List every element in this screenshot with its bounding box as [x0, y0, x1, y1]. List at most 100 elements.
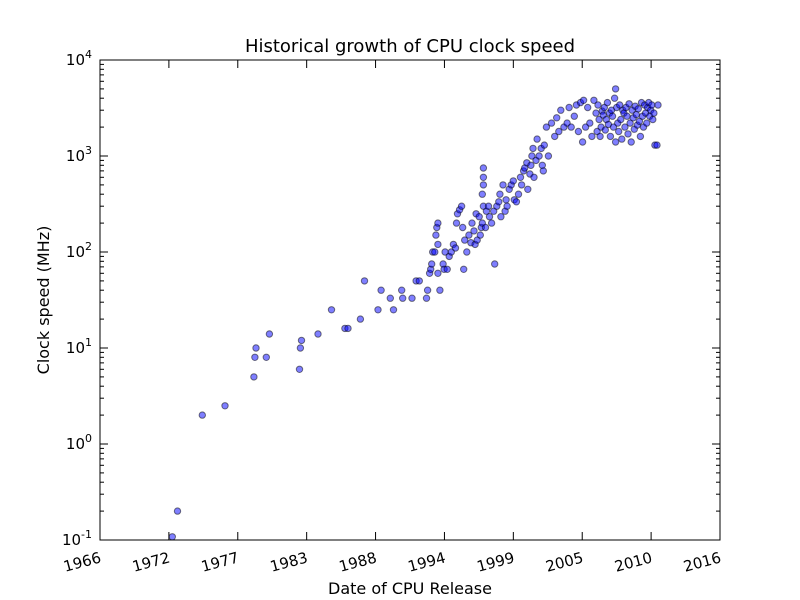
- data-point: [618, 135, 626, 143]
- data-point: [535, 152, 543, 160]
- data-point: [570, 112, 578, 120]
- data-point: [475, 213, 483, 221]
- data-point: [529, 144, 537, 153]
- x-axis-label: Date of CPU Release: [328, 579, 492, 598]
- y-tick-base: 10: [66, 435, 85, 453]
- data-point: [499, 181, 507, 189]
- data-point: [479, 181, 488, 189]
- data-point: [565, 103, 573, 112]
- data-point: [408, 294, 416, 302]
- data-point: [497, 213, 505, 221]
- data-point: [603, 98, 612, 107]
- data-point: [484, 202, 493, 210]
- data-point: [542, 123, 551, 131]
- data-point: [649, 115, 657, 124]
- data-point: [415, 277, 423, 285]
- data-point: [252, 344, 260, 352]
- data-point: [636, 132, 645, 141]
- data-point: [626, 119, 634, 127]
- y-tick-exponent: 0: [85, 432, 92, 445]
- data-point: [617, 115, 625, 124]
- data-point: [327, 306, 336, 314]
- data-point: [360, 277, 369, 285]
- data-point: [517, 181, 526, 189]
- data-point: [377, 286, 385, 294]
- data-point: [428, 260, 436, 268]
- data-point: [567, 123, 575, 131]
- y-tick-exponent: 2: [85, 240, 92, 253]
- data-point: [509, 177, 517, 185]
- data-point: [557, 106, 565, 114]
- data-point: [463, 248, 471, 256]
- data-point: [608, 112, 617, 120]
- x-tick-label: 1972: [130, 548, 172, 575]
- data-point: [496, 190, 504, 198]
- data-point: [422, 294, 431, 302]
- y-tick-exponent: -1: [81, 528, 92, 541]
- data-point: [551, 132, 559, 141]
- data-point: [436, 286, 444, 294]
- data-point: [611, 85, 620, 93]
- data-point: [606, 132, 615, 141]
- x-tick-label: 1988: [337, 548, 379, 575]
- data-point: [584, 103, 592, 112]
- data-point: [487, 219, 496, 227]
- data-point: [592, 109, 600, 117]
- data-point: [356, 315, 365, 323]
- data-point: [611, 138, 620, 146]
- data-point: [533, 135, 541, 143]
- data-point: [221, 402, 229, 410]
- data-point: [594, 101, 602, 109]
- x-tick-label: 1966: [61, 548, 103, 575]
- data-point: [485, 213, 494, 221]
- data-point: [434, 269, 442, 277]
- data-point: [434, 240, 442, 249]
- x-tick-label: 1999: [475, 548, 517, 575]
- data-point: [588, 132, 596, 141]
- y-tick-exponent: 3: [85, 144, 92, 157]
- x-tick-label: 1983: [268, 548, 310, 575]
- data-point: [296, 344, 305, 352]
- data-point: [265, 330, 274, 338]
- data-point: [540, 141, 548, 149]
- data-point: [398, 286, 406, 294]
- x-tick-label: 2010: [613, 548, 655, 575]
- data-point: [574, 127, 583, 136]
- data-point: [314, 330, 322, 338]
- data-point: [555, 127, 563, 136]
- data-point: [586, 119, 594, 127]
- y-tick-label: 102: [66, 240, 92, 261]
- data-point: [423, 286, 432, 294]
- data-points: [168, 85, 662, 541]
- data-point: [297, 336, 306, 345]
- y-tick-exponent: 4: [85, 48, 92, 61]
- y-tick-label: 103: [66, 144, 92, 165]
- data-point: [198, 411, 207, 419]
- data-point: [516, 173, 525, 182]
- data-point: [451, 244, 460, 252]
- data-point: [457, 202, 466, 210]
- data-point: [650, 109, 658, 117]
- data-point: [461, 236, 469, 244]
- data-point: [514, 190, 523, 198]
- y-axis-label: Clock speed (MHz): [34, 226, 53, 375]
- y-tick-base: 10: [66, 339, 85, 357]
- data-point: [173, 507, 182, 515]
- x-tick-label: 1977: [199, 548, 241, 575]
- x-tick-label: 2005: [544, 548, 586, 575]
- x-tick-label: 1994: [406, 548, 448, 575]
- data-point: [262, 353, 270, 361]
- data-point: [654, 101, 662, 109]
- y-tick-exponent: 1: [85, 336, 92, 349]
- data-point: [578, 138, 587, 146]
- data-point: [479, 164, 488, 172]
- plot-area-frame: [99, 59, 721, 541]
- data-point: [452, 219, 461, 227]
- data-point: [547, 119, 556, 127]
- y-tick-label: 104: [66, 48, 92, 69]
- data-point: [399, 294, 407, 302]
- data-point: [295, 365, 304, 373]
- data-point: [434, 219, 442, 227]
